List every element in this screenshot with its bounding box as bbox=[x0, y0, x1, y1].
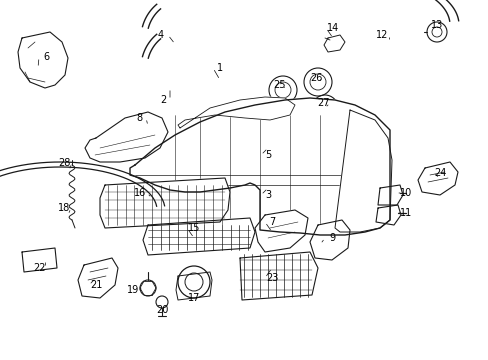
Text: 7: 7 bbox=[268, 217, 275, 227]
Polygon shape bbox=[22, 248, 57, 272]
Text: 16: 16 bbox=[134, 188, 146, 198]
Polygon shape bbox=[417, 162, 457, 195]
Text: 8: 8 bbox=[136, 113, 142, 123]
Text: 28: 28 bbox=[58, 158, 70, 168]
Text: 5: 5 bbox=[264, 150, 270, 160]
Text: 23: 23 bbox=[265, 273, 278, 283]
Text: 6: 6 bbox=[43, 52, 49, 62]
Text: 10: 10 bbox=[399, 188, 411, 198]
Text: 12: 12 bbox=[375, 30, 387, 40]
Text: 3: 3 bbox=[264, 190, 270, 200]
Polygon shape bbox=[240, 252, 317, 300]
Text: 13: 13 bbox=[430, 20, 442, 30]
Text: 15: 15 bbox=[187, 223, 200, 233]
Polygon shape bbox=[142, 218, 254, 255]
Text: 21: 21 bbox=[90, 280, 102, 290]
Polygon shape bbox=[18, 32, 68, 88]
Text: 9: 9 bbox=[328, 233, 334, 243]
Text: 26: 26 bbox=[309, 73, 322, 83]
Text: 19: 19 bbox=[126, 285, 139, 295]
Polygon shape bbox=[78, 258, 118, 298]
Text: 18: 18 bbox=[58, 203, 70, 213]
Text: 22: 22 bbox=[33, 263, 45, 273]
Text: 25: 25 bbox=[272, 80, 285, 90]
Polygon shape bbox=[100, 178, 229, 228]
Polygon shape bbox=[334, 110, 391, 232]
Polygon shape bbox=[178, 97, 294, 128]
Text: 14: 14 bbox=[326, 23, 339, 33]
Polygon shape bbox=[324, 35, 345, 52]
Text: 11: 11 bbox=[399, 208, 411, 218]
Polygon shape bbox=[309, 220, 349, 260]
Polygon shape bbox=[85, 112, 168, 162]
Polygon shape bbox=[130, 98, 389, 235]
Text: 24: 24 bbox=[433, 168, 445, 178]
Text: 20: 20 bbox=[156, 305, 168, 315]
Text: 27: 27 bbox=[316, 98, 328, 108]
Polygon shape bbox=[254, 210, 307, 252]
Text: 2: 2 bbox=[160, 95, 166, 105]
Text: 1: 1 bbox=[217, 63, 223, 73]
Polygon shape bbox=[375, 205, 400, 225]
Text: 17: 17 bbox=[187, 293, 200, 303]
Polygon shape bbox=[377, 185, 402, 205]
Text: 4: 4 bbox=[158, 30, 164, 40]
